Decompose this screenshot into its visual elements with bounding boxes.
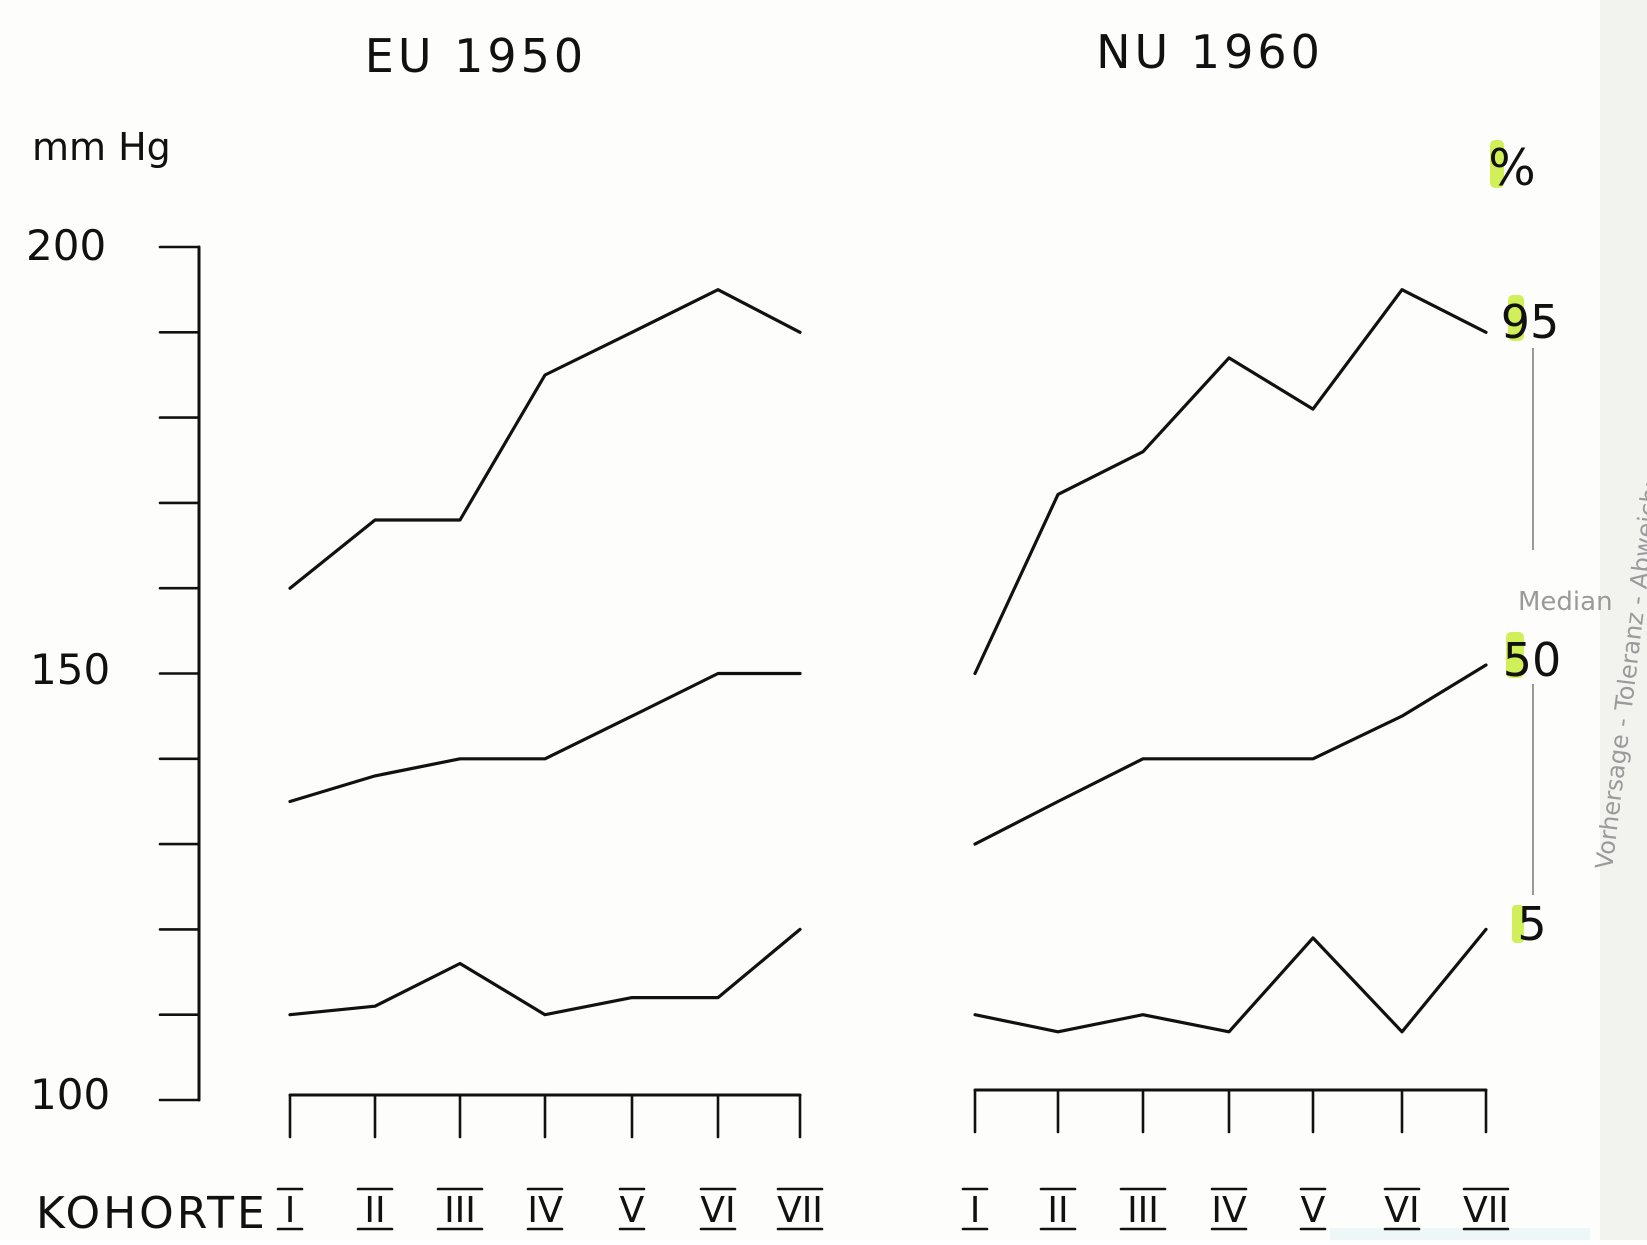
data-point bbox=[373, 1005, 377, 1008]
x-tick-label-VI: VI bbox=[700, 1190, 735, 1231]
data-point bbox=[798, 672, 802, 675]
x-axis-eu-1950 bbox=[288, 1093, 802, 1139]
data-point bbox=[458, 962, 462, 965]
data-point bbox=[543, 373, 547, 377]
x-tick-label-V: V bbox=[1301, 1190, 1326, 1231]
data-point bbox=[798, 331, 802, 334]
x-tick-label-VI: VI bbox=[1384, 1190, 1419, 1231]
x-tick-label-II: II bbox=[1047, 1190, 1068, 1231]
x-tick-label-VII: VII bbox=[1463, 1190, 1509, 1231]
data-point bbox=[1056, 800, 1060, 803]
x-tick-label-III: III bbox=[1127, 1190, 1159, 1231]
data-point bbox=[1227, 356, 1231, 360]
panel-title-eu-1950: EU 1950 bbox=[365, 29, 587, 83]
data-point bbox=[1056, 1030, 1060, 1034]
x-tick-label-III: III bbox=[444, 1190, 476, 1231]
x-tick-labels: I II III IV V VI VII I II III IV V VI VII bbox=[276, 1187, 1510, 1231]
data-point bbox=[716, 288, 720, 291]
percent-unit-label: % bbox=[1488, 139, 1536, 197]
data-point bbox=[288, 587, 292, 590]
data-point bbox=[716, 672, 720, 675]
data-point bbox=[1141, 450, 1145, 453]
y-axis-ticks bbox=[158, 245, 201, 1102]
data-point bbox=[973, 1013, 977, 1016]
data-point bbox=[798, 928, 802, 931]
percent-highlight bbox=[1490, 140, 1504, 188]
panel-title-nu-1960: NU 1960 bbox=[1096, 25, 1324, 79]
data-point bbox=[1141, 757, 1145, 760]
data-point bbox=[1400, 1030, 1404, 1034]
x-axis-nu-1960 bbox=[973, 1088, 1488, 1134]
x-tick-label-I: I bbox=[970, 1190, 981, 1231]
x-tick-label-IV: IV bbox=[527, 1190, 563, 1231]
x-tick-label-I: I bbox=[285, 1190, 296, 1231]
data-point bbox=[1311, 757, 1315, 760]
data-point bbox=[1400, 288, 1404, 291]
x-tick-label-VII: VII bbox=[777, 1190, 823, 1231]
data-point bbox=[1227, 1030, 1231, 1034]
data-point bbox=[288, 800, 292, 803]
percentile-label-95: 95 bbox=[1501, 295, 1560, 349]
data-point bbox=[1227, 757, 1231, 760]
data-point bbox=[1484, 663, 1488, 667]
data-point bbox=[543, 1013, 547, 1016]
percentile-label-50: 50 bbox=[1503, 633, 1562, 687]
x-axis-label: KOHORTE bbox=[36, 1188, 268, 1239]
data-point bbox=[716, 996, 720, 999]
data-point bbox=[458, 757, 462, 760]
x-tick-label-V: V bbox=[620, 1190, 645, 1231]
data-point bbox=[288, 1013, 292, 1016]
data-point bbox=[1484, 928, 1488, 931]
data-point bbox=[458, 518, 462, 522]
data-point bbox=[1311, 407, 1315, 411]
data-point bbox=[373, 518, 377, 522]
y-axis-unit-label: mm Hg bbox=[32, 125, 171, 169]
series-lines bbox=[288, 288, 1488, 1034]
y-tick-label-200: 200 bbox=[26, 221, 106, 270]
y-tick-label-100: 100 bbox=[30, 1070, 110, 1119]
data-point bbox=[1400, 714, 1404, 718]
pencil-median-note: Median bbox=[1518, 587, 1613, 617]
data-point bbox=[1056, 493, 1060, 496]
x-tick-label-IV: IV bbox=[1211, 1190, 1247, 1231]
data-point bbox=[1141, 1013, 1145, 1016]
data-point bbox=[630, 996, 634, 999]
data-point bbox=[630, 714, 634, 718]
p5-highlight bbox=[1512, 905, 1524, 943]
y-tick-label-150: 150 bbox=[30, 645, 110, 694]
data-point bbox=[630, 331, 634, 334]
data-point bbox=[973, 672, 977, 675]
data-point bbox=[373, 774, 377, 778]
x-tick-label-II: II bbox=[364, 1190, 385, 1231]
p50-highlight bbox=[1506, 632, 1524, 678]
data-point bbox=[543, 757, 547, 760]
page-edge-shadow bbox=[1600, 0, 1647, 1240]
data-point bbox=[1311, 936, 1315, 940]
p95-highlight bbox=[1508, 295, 1524, 341]
percentile-label-5: 5 bbox=[1517, 897, 1546, 951]
data-point bbox=[973, 842, 977, 846]
bottom-strip bbox=[1330, 1228, 1590, 1240]
data-point bbox=[1484, 331, 1488, 334]
